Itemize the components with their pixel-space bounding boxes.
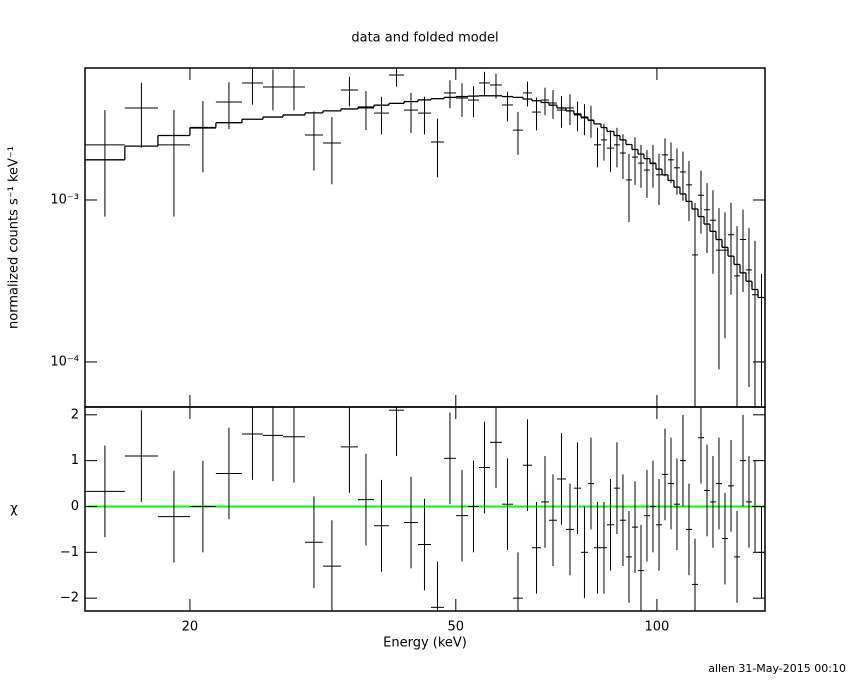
y-tick-label: −1	[60, 545, 79, 560]
x-axis-label: Energy (keV)	[383, 636, 467, 651]
y-tick-label: 10⁻³	[50, 192, 79, 207]
panel-frame	[84, 67, 766, 408]
y-tick-label: 2	[71, 407, 79, 422]
panel-frame	[84, 406, 766, 612]
chart-title: data and folded model	[351, 31, 498, 46]
y-tick-label: 0	[71, 499, 79, 514]
x-tick-label: 100	[644, 620, 669, 635]
y-axis-label: χ	[10, 502, 18, 517]
y-axis-label: normalized counts s⁻¹ keV⁻¹	[7, 146, 22, 329]
x-tick-label: 20	[182, 620, 199, 635]
footer: allen 31-May-2015 00:10	[708, 662, 846, 675]
y-tick-label: 10⁻⁴	[50, 354, 79, 369]
y-tick-label: 1	[71, 453, 79, 468]
x-tick-label: 50	[448, 620, 465, 635]
panel	[85, 68, 765, 407]
y-tick-label: −2	[60, 591, 79, 606]
